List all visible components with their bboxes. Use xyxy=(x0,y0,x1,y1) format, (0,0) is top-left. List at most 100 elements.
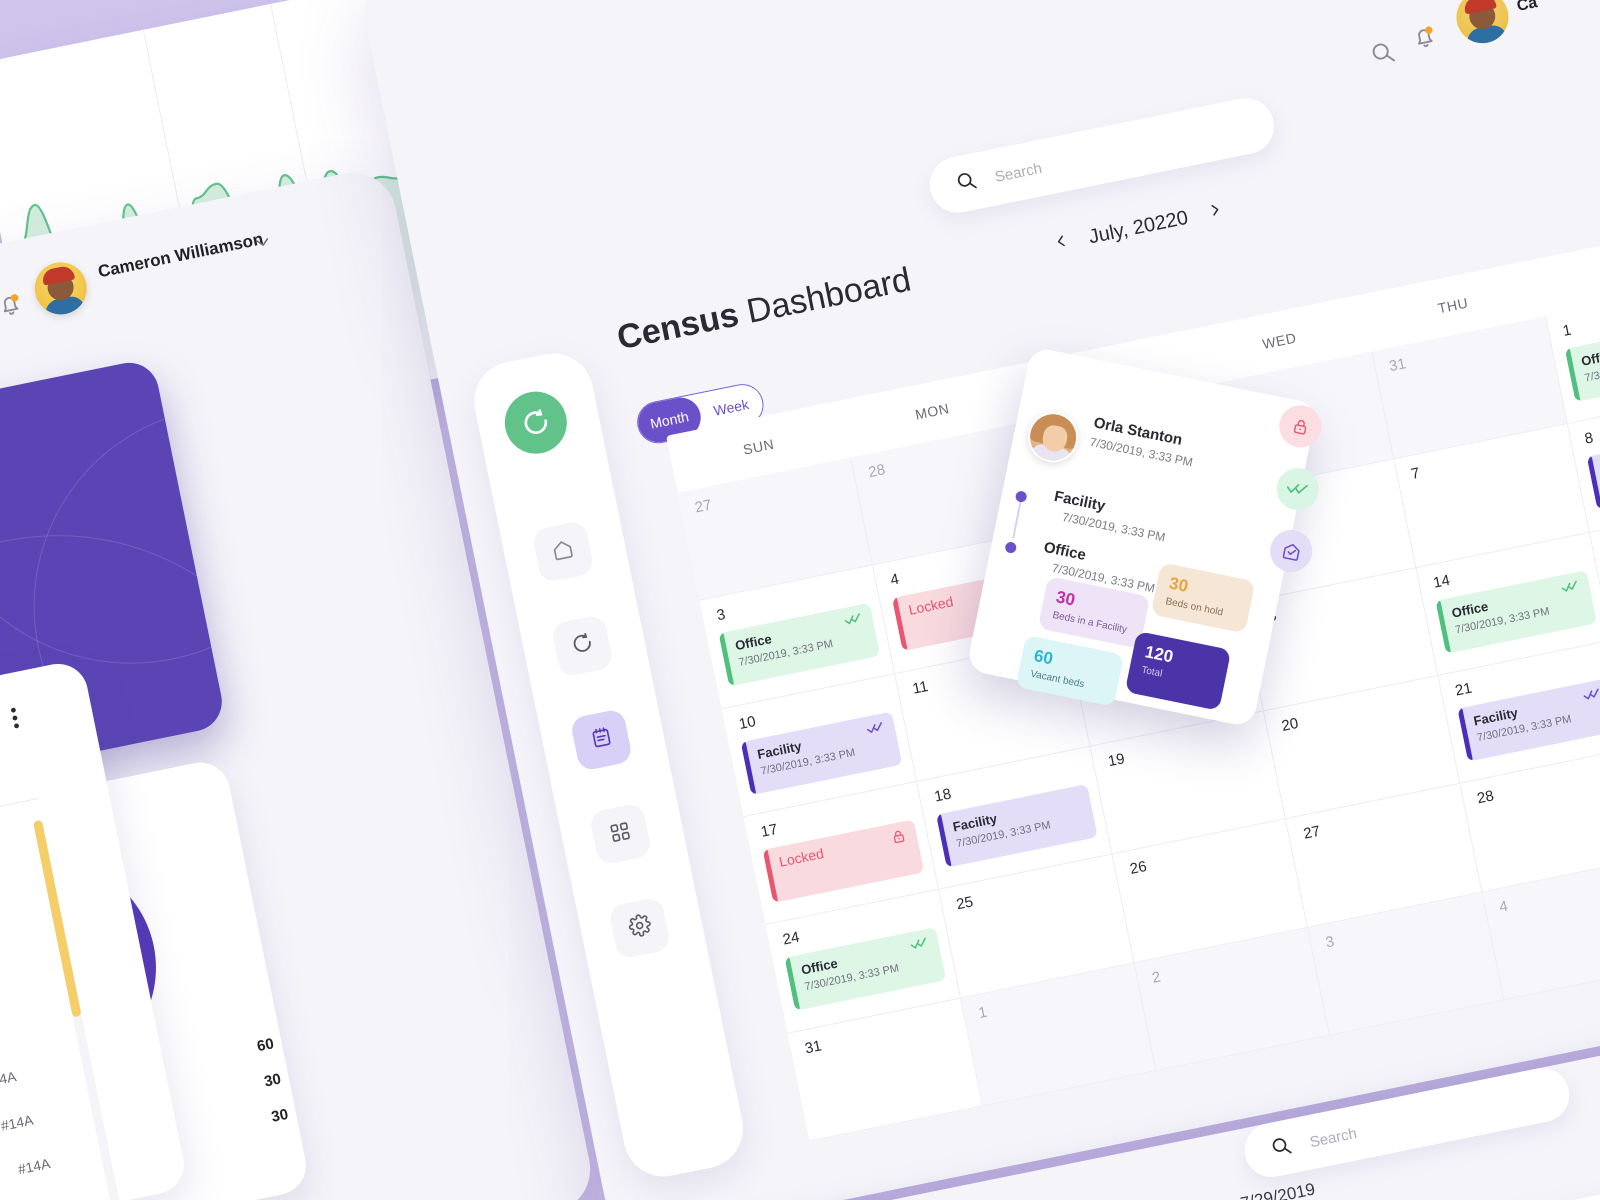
search-icon xyxy=(1268,1133,1295,1164)
more-vertical-icon[interactable] xyxy=(10,707,22,737)
stat-beds-on-hold: 30 Beds on hold xyxy=(1150,562,1256,634)
calendar-day-number: 31 xyxy=(1387,355,1408,376)
calendar-day-number: 21 xyxy=(1453,679,1474,700)
search-placeholder: Search xyxy=(993,159,1044,186)
grid-icon xyxy=(607,819,634,850)
calendar-day-number: 11 xyxy=(910,677,930,698)
status-pill-list: eaidcare xyxy=(0,659,81,753)
left-panel-header: Cameron Williamson xyxy=(0,165,411,434)
avatar xyxy=(1023,407,1083,467)
calendar-event-locked[interactable]: Locked xyxy=(762,819,925,903)
bell-icon[interactable] xyxy=(1409,21,1441,60)
calendar-day-cell[interactable]: 14 Office 7/30/2019, 3:33 PM xyxy=(1415,532,1600,676)
double-check-icon xyxy=(909,935,930,956)
calendar-day-number: 28 xyxy=(1475,787,1496,808)
event-detail-popup: Orla Stanton 7/30/2019, 3:33 PM Facility… xyxy=(966,346,1326,728)
user-name: Cameron Williamson xyxy=(96,229,265,282)
calendar-day-number: 19 xyxy=(1106,750,1127,771)
step-time: 7/30/2019, 3:33 PM xyxy=(1061,509,1167,545)
calendar-day-number: 2 xyxy=(1150,968,1163,987)
census-status-card: Census Status Accepted xyxy=(1355,1158,1600,1200)
page-title: Census Dashboard xyxy=(614,260,914,358)
table-row: #14A xyxy=(0,1025,1,1047)
bell-icon[interactable] xyxy=(0,288,27,327)
table-row: #14A xyxy=(16,1155,52,1178)
lock-icon xyxy=(889,827,909,851)
sidebar-item-grid[interactable] xyxy=(588,802,653,866)
bottom-search-input[interactable]: Search xyxy=(1239,1063,1575,1182)
lock-icon[interactable] xyxy=(1275,401,1326,452)
legend-value: 60 xyxy=(255,1035,276,1056)
calendar-day-cell[interactable]: 21 Facility 7/30/2019, 3:33 PM xyxy=(1437,640,1600,784)
calendar-day-cell[interactable]: 10 Facility 7/30/2019, 3:33 PM xyxy=(721,673,918,818)
sidebar-item-home[interactable] xyxy=(531,519,595,584)
month-label: July, 20220 xyxy=(1086,206,1191,249)
event-title: Office xyxy=(1579,346,1600,369)
double-check-icon[interactable] xyxy=(1272,464,1323,514)
page-title-bold: Census xyxy=(613,295,742,358)
top-user-name: Ca xyxy=(1515,0,1539,15)
step-name: Office xyxy=(1042,538,1088,564)
calendar-day-number: 1 xyxy=(1561,321,1573,340)
double-check-icon xyxy=(1560,578,1581,599)
calendar-weekday-header: FRI xyxy=(1534,224,1600,316)
double-check-icon xyxy=(843,611,864,632)
calendar-day-number: 4 xyxy=(1497,897,1510,916)
legend-value: 30 xyxy=(269,1105,290,1126)
daily-census-panel: Daily Census Sunday, 7/29/2019 Search Ro… xyxy=(642,1011,1600,1200)
search-icon[interactable] xyxy=(1367,37,1399,73)
calendar-day-number: 10 xyxy=(737,712,758,733)
calendar-day-number: 27 xyxy=(1302,822,1322,843)
search-input[interactable]: Search xyxy=(924,93,1279,218)
calendar-day-number: 28 xyxy=(866,461,887,482)
mail-check-icon[interactable] xyxy=(1266,526,1316,576)
top-header: Ca xyxy=(1344,0,1600,105)
calendar-day-number: 1 xyxy=(976,1003,989,1022)
scrollbar-thumb[interactable] xyxy=(32,819,82,1018)
event-title: Locked xyxy=(777,845,826,870)
chevron-down-icon[interactable] xyxy=(252,232,274,258)
event-title: Office xyxy=(733,631,773,654)
calendar-day-number: 4 xyxy=(888,570,901,590)
sidebar-item-refresh[interactable] xyxy=(550,614,615,678)
month-navigator: July, 20220 xyxy=(1052,200,1226,257)
sidebar-rail xyxy=(467,346,751,1184)
calendar-day-number: 24 xyxy=(781,928,802,949)
calendar-day-number: 20 xyxy=(1280,714,1300,735)
bed-number-list: #14A#14A#14A#14A#14A#14A#14A#14A#14A xyxy=(0,659,81,1200)
chevron-right-icon[interactable] xyxy=(1205,201,1225,225)
refresh-icon xyxy=(568,630,596,662)
table-row: #14A xyxy=(0,1111,35,1134)
chevron-left-icon[interactable] xyxy=(1052,232,1072,256)
double-check-icon xyxy=(865,719,886,740)
home-icon xyxy=(548,535,577,568)
event-title: Locked xyxy=(907,593,955,619)
search-icon xyxy=(953,168,980,199)
sidebar-item-notepad[interactable] xyxy=(569,708,634,772)
calendar-day-cell[interactable]: 17 Locked xyxy=(743,781,940,926)
bed-table-fragment-card: Bed # #14A#14A#14A#14A#14A#14A#14A#14A#1… xyxy=(0,658,190,1200)
app-logo-icon[interactable] xyxy=(499,386,573,460)
calendar-day-number: 27 xyxy=(693,496,714,517)
table-row: #14A xyxy=(0,1068,18,1091)
sidebar-item-settings[interactable] xyxy=(607,896,672,960)
daily-census-date: Sunday, 7/29/2019 xyxy=(1174,1179,1317,1200)
calendar-day-number: 26 xyxy=(1128,858,1149,879)
calendar-day-cell[interactable]: 3 Office 7/30/2019, 3:33 PM xyxy=(699,565,896,710)
avatar[interactable] xyxy=(30,257,92,320)
legend-value: 30 xyxy=(262,1070,283,1091)
calendar-day-number: 25 xyxy=(954,893,975,914)
double-check-icon xyxy=(1582,686,1600,707)
stat-total: 120 Total xyxy=(1124,630,1232,711)
calendar-day-cell[interactable]: 24 Office 7/30/2019, 3:33 PM xyxy=(765,889,962,1034)
avatar[interactable] xyxy=(1451,0,1514,48)
step-name: Facility xyxy=(1052,487,1107,515)
page-title-light: Dashboard xyxy=(734,260,915,333)
calendar-day-number: 8 xyxy=(1583,429,1595,448)
